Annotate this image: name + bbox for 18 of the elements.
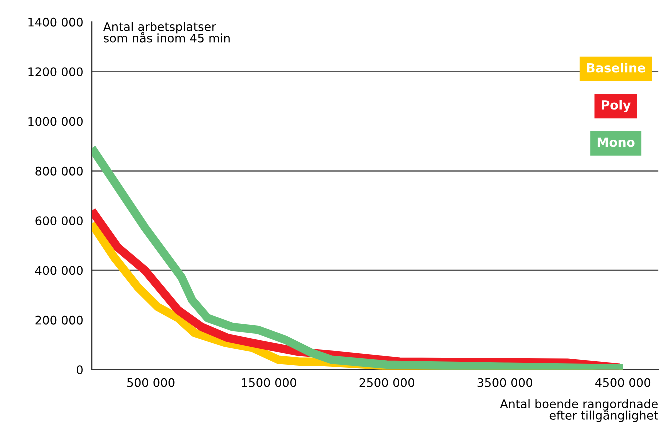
x-tick-label: 3500 000 <box>478 378 533 388</box>
y-tick-label: 0 <box>77 366 83 375</box>
x-tick-label: 2500 000 <box>360 378 414 388</box>
y-tick-label: 1000 000 <box>28 117 83 126</box>
x-tick-label: 500 000 <box>128 378 175 388</box>
y-axis-title: Antal arbetsplatser som nås inom 45 min <box>103 22 230 43</box>
x-tick-label: 4500 000 <box>596 378 651 388</box>
y-tick-label: 200 000 <box>36 316 83 325</box>
x-tick-label: 1500 000 <box>242 378 296 388</box>
text: Poly <box>602 100 631 112</box>
y-tick-label: 600 000 <box>36 216 83 226</box>
y-tick-label: 800 000 <box>36 166 83 176</box>
y-tick-label: 1400 000 <box>28 18 83 27</box>
x-axis-title: Antal boende rangordnade efter tillgänglighet <box>500 399 658 422</box>
text: Mono <box>598 138 635 148</box>
text: Baseline <box>587 63 646 73</box>
y-tick-label: 400 000 <box>35 266 83 276</box>
y-tick-label: 1200 000 <box>28 68 83 77</box>
